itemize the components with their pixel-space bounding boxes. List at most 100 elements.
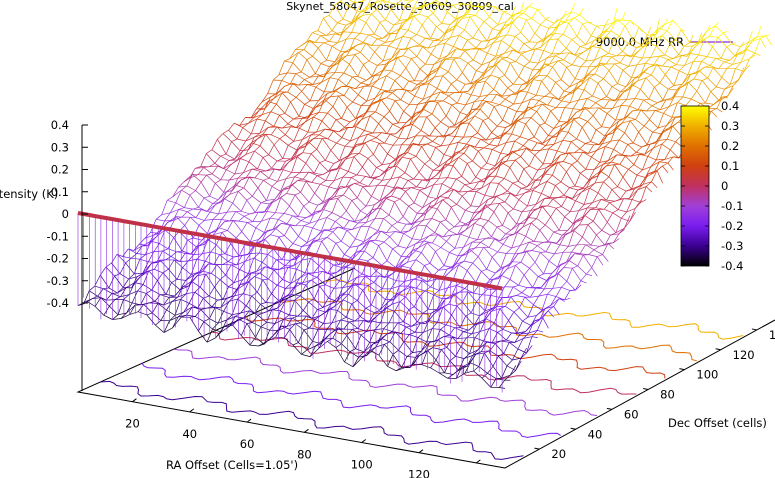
mesh-segment [471,136,481,140]
mesh-segment [551,150,558,164]
mesh-segment [473,284,480,294]
mesh-segment [282,279,292,284]
mesh-segment [289,205,299,217]
mesh-segment [370,176,380,179]
mesh-segment [395,367,405,372]
mesh-segment [559,121,568,123]
mesh-segment [563,187,570,196]
mesh-segment [723,61,733,65]
mesh-segment [662,65,671,68]
mesh-segment [385,198,395,203]
mesh-segment [608,63,615,71]
mesh-segment [630,47,637,58]
mesh-segment [163,297,170,306]
mesh-segment [523,332,530,339]
mesh-segment [565,17,575,22]
mesh-segment [397,321,404,324]
mesh-segment [585,143,594,146]
mesh-segment [83,290,90,305]
mesh-segment [419,37,426,46]
mesh-segment [561,100,571,103]
mesh-segment [726,64,733,69]
mesh-segment [523,145,532,151]
mesh-segment [524,99,531,113]
mesh-segment [543,63,553,68]
mesh-segment [675,29,682,41]
mesh-segment [624,221,631,229]
mesh-segment [660,125,667,134]
mesh-segment [310,258,320,267]
mesh-segment [441,349,451,362]
mesh-segment [155,324,165,333]
mesh-segment [602,161,612,165]
mesh-segment [507,57,516,62]
mesh-segment [309,86,317,102]
mesh-segment [234,122,243,128]
mesh-segment [304,116,314,123]
mesh-segment [622,154,631,157]
mesh-segment [309,211,316,224]
mesh-segment [534,252,541,263]
mesh-segment [461,176,471,184]
mesh-segment [416,186,426,189]
mesh-segment [564,119,574,127]
mesh-segment [492,58,502,67]
mesh-segment [576,23,583,37]
mesh-segment [313,116,323,122]
mesh-segment [644,144,651,155]
mesh-segment [239,117,246,126]
mesh-segment [727,87,734,97]
mesh-segment [366,85,373,102]
mesh-segment [605,36,615,41]
mesh-segment [518,192,525,200]
mesh-segment [336,142,346,147]
mesh-segment [295,323,305,331]
mesh-segment [209,204,216,213]
mesh-segment [671,87,681,101]
mesh-segment [376,164,383,168]
mesh-segment [404,278,414,282]
mesh-segment [463,353,470,359]
mesh-segment [701,60,711,67]
mesh-segment [481,199,489,211]
mesh-segment [372,85,381,90]
mesh-segment [164,212,171,222]
mesh-segment [277,299,287,309]
mesh-segment [685,98,692,106]
mesh-segment [371,38,378,46]
mesh-segment [451,203,457,208]
mesh-segment [272,74,280,81]
mesh-segment [451,123,461,134]
mesh-segment [550,110,560,122]
mesh-segment [717,37,727,48]
mesh-segment [520,332,529,335]
mesh-segment [294,176,304,180]
mesh-segment [620,190,627,200]
mesh-segment [253,134,263,138]
mesh-segment [666,20,674,31]
mesh-segment [576,36,586,46]
mesh-segment [349,348,356,353]
mesh-segment [603,78,613,87]
mesh-segment [490,295,500,298]
mesh-segment [405,58,412,68]
mesh-segment [624,20,631,27]
mesh-segment [491,308,501,312]
mesh-segment [605,164,615,167]
mesh-segment [534,262,544,275]
mesh-segment [169,316,179,322]
mesh-segment [363,60,370,65]
mesh-segment [670,64,677,68]
mesh-segment [237,154,247,161]
mesh-segment [358,241,368,247]
mesh-segment [240,158,250,163]
mesh-segment [374,91,384,99]
mesh-segment [602,55,612,58]
mesh-segment [144,232,151,239]
mesh-segment [421,364,431,369]
mesh-segment [402,187,412,189]
mesh-segment [377,218,384,231]
mesh-segment [631,76,640,79]
mesh-segment [595,99,602,104]
mesh-segment [183,303,190,313]
